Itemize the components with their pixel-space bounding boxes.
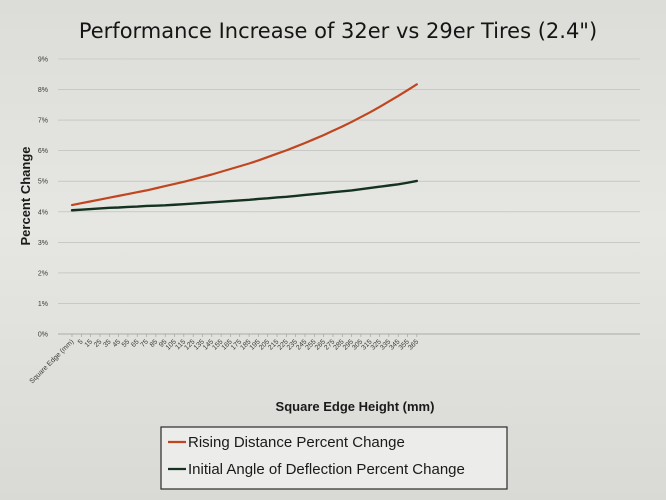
- x-tick-label: 15: [84, 338, 95, 349]
- x-tick-label: 365: [407, 338, 420, 351]
- y-tick-label: 0%: [38, 332, 48, 339]
- x-tick-label: 5: [77, 338, 85, 346]
- y-tick-label: 7%: [38, 118, 48, 125]
- y-tick-label: 4%: [38, 209, 48, 216]
- y-tick-label: 5%: [38, 179, 48, 186]
- x-tick-label: 95: [158, 338, 169, 349]
- x-tick-label: 65: [130, 338, 141, 349]
- y-tick-label: 1%: [38, 301, 48, 308]
- legend: Rising Distance Percent Change Initial A…: [160, 426, 508, 490]
- x-tick-label: 45: [112, 338, 123, 349]
- x-tick-label: 85: [149, 338, 160, 349]
- x-tick-label: 35: [102, 338, 113, 349]
- y-tick-label: 3%: [38, 240, 48, 247]
- gridlines: [58, 58, 640, 335]
- legend-label-initial-angle: Initial Angle of Deflection Percent Chan…: [188, 461, 465, 478]
- y-axis-title: Percent Change: [18, 147, 33, 246]
- x-tick-label: 25: [93, 338, 104, 349]
- x-tick-label: Square Edge (mm): [29, 338, 76, 385]
- y-tick-label: 6%: [38, 148, 48, 155]
- series-lines: [70, 83, 419, 212]
- x-axis-ticks: Square Edge (mm) 515253545556575859510511…: [29, 334, 420, 385]
- legend-box: [160, 426, 508, 490]
- y-tick-label: 9%: [38, 57, 48, 64]
- y-axis-ticks: 0% 1% 2% 3% 4% 5% 6% 7% 8% 9%: [38, 57, 48, 339]
- chart-title: Performance Increase of 32er vs 29er Tir…: [79, 19, 597, 43]
- x-tick-label: 55: [121, 338, 132, 349]
- y-tick-label: 8%: [38, 87, 48, 94]
- x-tick-label: 75: [140, 338, 151, 349]
- y-tick-label: 2%: [38, 270, 48, 277]
- series-line-rising-distance: [70, 83, 418, 207]
- x-axis-title: Square Edge Height (mm): [276, 399, 435, 414]
- legend-label-rising-distance: Rising Distance Percent Change: [188, 434, 405, 451]
- series-line-initial-angle: [70, 179, 419, 212]
